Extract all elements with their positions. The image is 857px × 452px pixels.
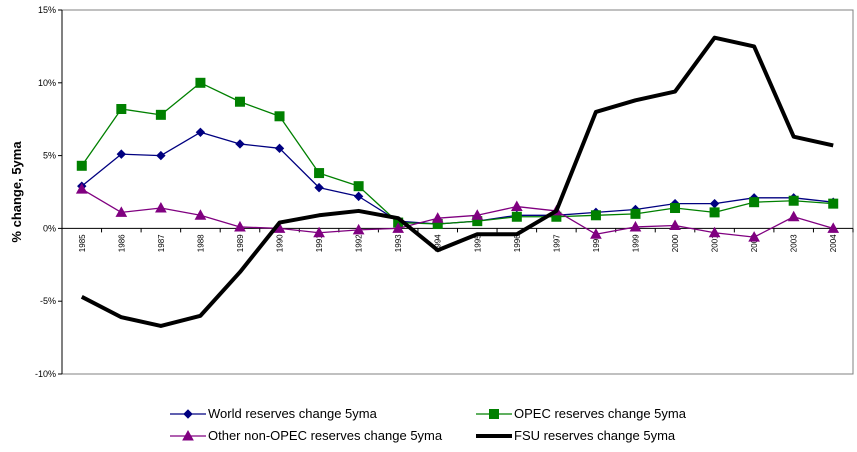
x-tick-label: 1990 <box>276 234 285 252</box>
data-point <box>116 149 127 159</box>
x-tick-label: 2001 <box>711 234 720 252</box>
x-tick-label: 1986 <box>117 234 126 252</box>
data-point <box>787 210 800 222</box>
series-fsu-reserves-change-5yma <box>80 35 834 328</box>
data-point <box>115 206 128 217</box>
legend-label: World reserves change 5yma <box>208 406 378 421</box>
legend-label: FSU reserves change 5yma <box>514 428 676 443</box>
data-point <box>630 208 641 219</box>
data-point <box>155 201 167 213</box>
x-tick-label: 1998 <box>592 234 601 252</box>
data-point <box>709 207 720 218</box>
data-point <box>155 109 166 120</box>
data-point <box>669 219 681 230</box>
data-point <box>709 198 720 209</box>
x-tick-label: 1995 <box>473 234 482 252</box>
data-point <box>234 220 246 232</box>
x-tick-label: 1988 <box>196 234 205 252</box>
data-point <box>431 212 444 223</box>
data-point <box>511 211 522 222</box>
x-tick-label: 1997 <box>552 234 561 252</box>
data-point <box>274 143 285 154</box>
data-point <box>670 203 681 214</box>
series-other-non-opec-reserves-change-5yma <box>75 183 840 242</box>
data-point <box>195 77 206 88</box>
data-point <box>314 182 324 193</box>
data-point <box>75 183 88 194</box>
data-point <box>235 139 245 149</box>
data-point <box>274 111 285 122</box>
data-point <box>510 200 523 212</box>
y-axis-title: % change, 5yma <box>9 141 24 243</box>
series-opec-reserves-change-5yma <box>76 77 839 230</box>
legend-label: OPEC reserves change 5yma <box>514 406 687 421</box>
data-point <box>827 222 840 233</box>
data-point <box>314 168 325 179</box>
data-point <box>392 222 405 233</box>
data-point <box>471 209 484 220</box>
data-point <box>828 198 839 209</box>
data-point <box>748 231 760 242</box>
x-tick-label: 2004 <box>829 234 838 252</box>
y-tick-label: 0% <box>43 223 56 233</box>
data-point <box>353 181 364 192</box>
data-point <box>156 150 166 161</box>
x-tick-label: 1987 <box>157 234 166 252</box>
x-tick-label: 1993 <box>394 234 403 252</box>
x-tick-label: 2000 <box>671 234 680 252</box>
data-point <box>353 191 364 202</box>
legend-marker <box>489 409 499 419</box>
x-tick-label: 1994 <box>434 234 443 252</box>
data-point <box>352 223 365 235</box>
data-point <box>313 226 325 238</box>
y-tick-label: -10% <box>35 369 56 379</box>
data-point <box>749 197 760 208</box>
legend-marker <box>183 409 193 419</box>
data-point <box>116 104 127 115</box>
data-point <box>234 96 245 107</box>
plot-area: -10% -5% 0% 5% 10% 15% % change, 5yma 1985 1986 1… <box>9 5 854 379</box>
x-tick-label: 1992 <box>355 234 364 252</box>
legend-item: FSU reserves change 5yma <box>476 428 676 443</box>
legend-marker <box>182 429 194 441</box>
legend-item: Other non-OPEC reserves change 5yma <box>170 428 443 443</box>
data-point <box>590 228 602 239</box>
x-tick-label: 1985 <box>78 234 87 252</box>
y-tick-label: 15% <box>38 5 56 15</box>
series-line <box>81 188 834 238</box>
legend-item: World reserves change 5yma <box>170 406 378 421</box>
x-tick-label: 1996 <box>513 234 522 252</box>
data-point <box>194 209 207 220</box>
data-point <box>708 226 721 238</box>
x-tick-label: 2003 <box>790 234 799 252</box>
data-point <box>76 160 87 171</box>
x-tick-label: 1991 <box>315 234 324 252</box>
data-point <box>195 127 206 138</box>
data-point <box>629 220 642 232</box>
x-tick-label: 1989 <box>236 234 245 252</box>
series-line <box>80 35 834 328</box>
legend-label: Other non-OPEC reserves change 5yma <box>208 428 443 443</box>
legend: World reserves change 5yma OPEC reserves … <box>170 406 687 443</box>
legend-item: OPEC reserves change 5yma <box>476 406 687 421</box>
y-tick-label: 5% <box>43 151 56 161</box>
data-point <box>788 195 799 206</box>
y-tick-label: -5% <box>40 296 56 306</box>
series-line <box>81 82 834 225</box>
data-point <box>590 210 601 221</box>
x-tick-label: 1999 <box>631 234 640 252</box>
x-tick-label: 2002 <box>750 234 759 252</box>
y-tick-label: 10% <box>38 78 56 88</box>
